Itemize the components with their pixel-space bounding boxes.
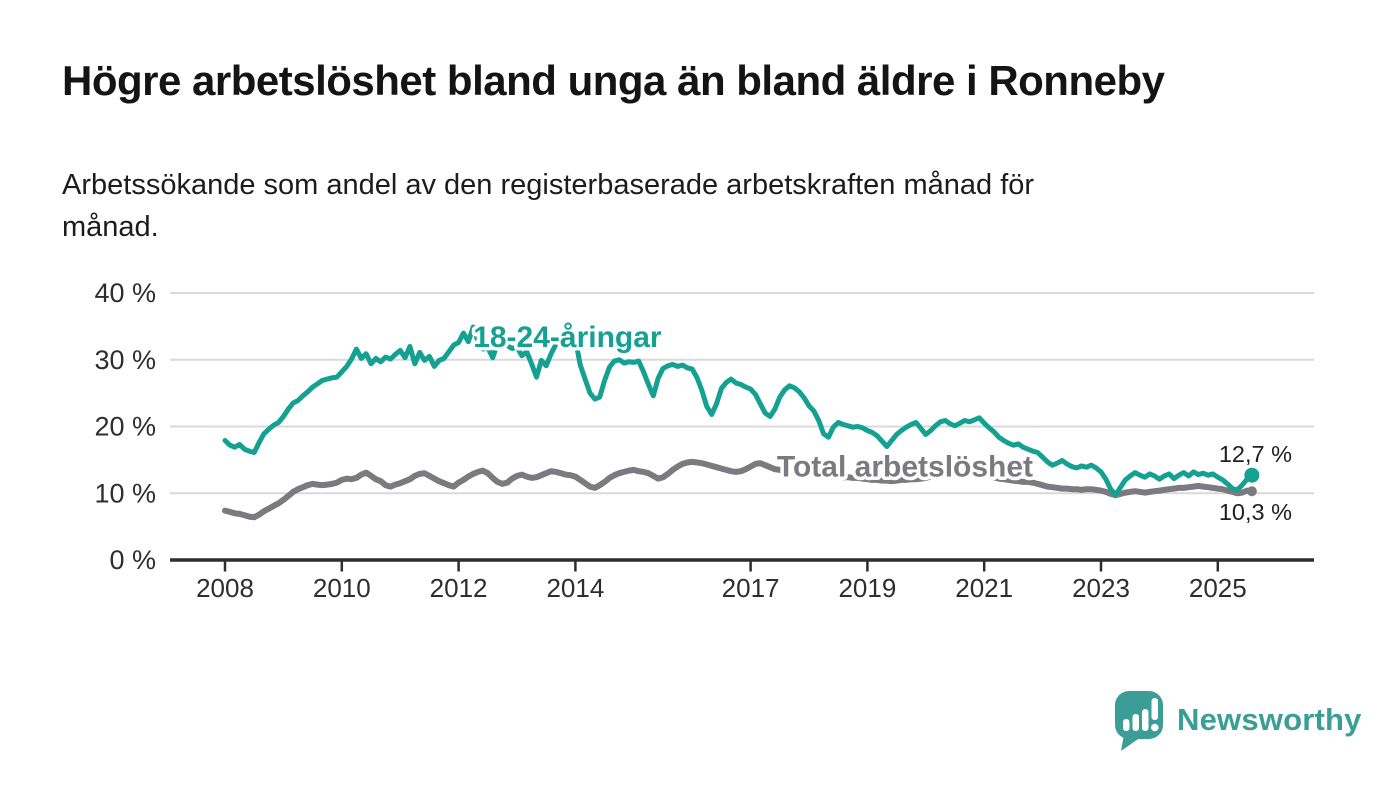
y-axis-label-10: 10 % xyxy=(94,478,156,508)
series-end-value-Total arbetslöshet: 10,3 % xyxy=(1219,499,1292,525)
series-end-dot-18-24-åringar xyxy=(1244,467,1260,483)
x-axis-label-2021: 2021 xyxy=(955,573,1013,603)
chart-subtitle: Arbetssökande som andel av den registerb… xyxy=(62,164,1342,248)
y-axis-label-0: 0 % xyxy=(109,545,156,575)
x-axis-label-2008: 2008 xyxy=(196,573,254,603)
chart-subtitle-line1: Arbetssökande som andel av den registerb… xyxy=(62,169,1035,201)
series-label-18-24-åringar: 18-24-åringar xyxy=(473,321,662,354)
series-end-value-18-24-åringar: 12,7 % xyxy=(1219,441,1292,467)
x-axis-label-2019: 2019 xyxy=(838,573,896,603)
x-axis-label-2010: 2010 xyxy=(313,573,371,603)
newsworthy-branding: Newsworthy xyxy=(1112,688,1362,752)
x-axis-label-2023: 2023 xyxy=(1072,573,1130,603)
x-axis-label-2017: 2017 xyxy=(722,573,780,603)
y-axis-label-30: 30 % xyxy=(94,345,156,375)
x-axis-label-2012: 2012 xyxy=(430,573,488,603)
series-line-18-24-åringar xyxy=(222,324,1255,498)
x-axis-label-2014: 2014 xyxy=(546,573,604,603)
x-axis-label-2025: 2025 xyxy=(1189,573,1247,603)
series-label-Total arbetslöshet: Total arbetslöshet xyxy=(777,451,1033,484)
series-end-dot-Total arbetslöshet xyxy=(1246,486,1257,497)
series-line-Total arbetslöshet xyxy=(222,458,1255,521)
newsworthy-logo-icon xyxy=(1115,691,1163,751)
y-axis-label-20: 20 % xyxy=(94,412,156,442)
y-axis-label-40: 40 % xyxy=(94,278,156,308)
chart-title: Högre arbetslöshet bland unga än bland ä… xyxy=(62,57,1165,104)
newsworthy-logo-text: Newsworthy xyxy=(1177,702,1362,737)
chart-subtitle-line2: månad. xyxy=(62,211,159,244)
